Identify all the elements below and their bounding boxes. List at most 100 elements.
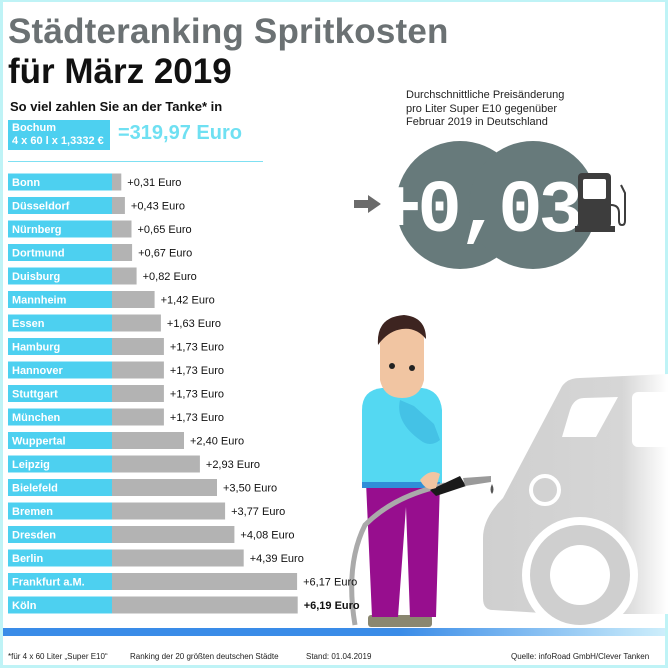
- category-bar: [8, 573, 112, 590]
- category-bar: [8, 197, 112, 214]
- category-label: Nürnberg: [12, 224, 62, 236]
- value-bar: [112, 361, 164, 379]
- base-formula: 4 x 60 l x 1,3332 €: [12, 135, 104, 147]
- value-bar: [112, 267, 137, 285]
- category-bar: [8, 267, 112, 285]
- price-change-note: Durchschnittliche Preisänderung pro Lite…: [406, 89, 564, 130]
- base-city-box: Bochum 4 x 60 l x 1,3332 €: [8, 120, 110, 150]
- category-label: Wuppertal: [12, 436, 66, 448]
- value-bar: [112, 220, 132, 238]
- value-label: +2,40 Euro: [190, 436, 244, 448]
- value-bar: [112, 291, 155, 308]
- category-bar: [8, 549, 112, 567]
- value-bar: [112, 502, 226, 520]
- car-illustration: [483, 374, 668, 633]
- bottom-accent-bar: [3, 628, 665, 636]
- value-label: +4,08 Euro: [240, 530, 294, 542]
- value-label: +1,73 Euro: [170, 342, 224, 354]
- value-label: +0,65 Euro: [138, 224, 192, 236]
- frame-bottom: [0, 665, 668, 668]
- man-illustration: [349, 315, 494, 627]
- category-bar: [8, 291, 112, 308]
- category-label: Frankfurt a.M.: [12, 577, 85, 589]
- category-bar: [8, 244, 112, 261]
- value-label: +0,43 Euro: [131, 201, 185, 213]
- category-label: Stuttgart: [12, 389, 58, 401]
- value-label: +3,50 Euro: [223, 483, 277, 495]
- category-label: Bonn: [12, 177, 40, 189]
- value-label: +1,42 Euro: [161, 295, 215, 307]
- value-bar: [112, 455, 200, 473]
- value-label: +0,67 Euro: [138, 248, 192, 260]
- category-bar: [8, 361, 112, 379]
- value-label: +1,73 Euro: [170, 389, 224, 401]
- category-label: Bremen: [12, 506, 53, 518]
- price-change-value: +0,03: [377, 170, 580, 254]
- category-bar: [8, 385, 112, 402]
- category-label: Duisburg: [12, 271, 60, 283]
- note-line: pro Liter Super E10 gegenüber: [406, 102, 558, 115]
- frame-top: [0, 0, 668, 2]
- price-change-display: +0,03: [377, 141, 597, 269]
- category-bar: [8, 502, 112, 520]
- category-bar: [8, 432, 112, 449]
- ranking-note: Ranking der 20 größten deutschen Städte: [130, 652, 279, 661]
- footnote: *für 4 x 60 Liter „Super E10“: [8, 652, 108, 661]
- value-bar: [112, 526, 235, 543]
- value-bar: [112, 479, 217, 496]
- base-total: =319,97 Euro: [118, 122, 242, 144]
- value-bar: [112, 197, 125, 214]
- frame-right: [665, 0, 668, 668]
- source-note: Quelle: infoRoad GmbH/Clever Tanken: [511, 652, 650, 661]
- category-label: Mannheim: [12, 295, 67, 307]
- category-bar: [8, 526, 112, 543]
- category-label: Essen: [12, 318, 45, 330]
- value-label: +6,17 Euro: [303, 577, 357, 589]
- category-bar: [8, 596, 112, 614]
- value-bar: [112, 596, 298, 614]
- date-note: Stand: 01.04.2019: [306, 652, 372, 661]
- category-bar: [8, 314, 112, 332]
- value-label: +1,73 Euro: [170, 412, 224, 424]
- category-label: Dresden: [12, 530, 56, 542]
- category-label: Leipzig: [12, 459, 50, 471]
- category-label: Bielefeld: [12, 483, 58, 495]
- value-bar: [112, 573, 298, 590]
- base-city: Bochum: [12, 122, 56, 134]
- subtitle: So viel zahlen Sie an der Tanke* in: [10, 99, 223, 114]
- note-line: Durchschnittliche Preisänderung: [406, 89, 565, 101]
- value-label: +6,19 Euro: [304, 600, 360, 612]
- category-label: Dortmund: [12, 248, 65, 260]
- note-line: Februar 2019 in Deutschland: [406, 116, 548, 128]
- arrow-right-icon: [354, 195, 381, 213]
- value-bar: [112, 432, 184, 449]
- title-line1: Städteranking Spritkosten: [8, 12, 449, 51]
- category-label: Düsseldorf: [12, 201, 70, 213]
- divider: [8, 161, 263, 162]
- value-bar: [112, 314, 161, 332]
- value-label: +1,63 Euro: [167, 318, 221, 330]
- value-label: +0,82 Euro: [143, 271, 197, 283]
- value-bar: [112, 408, 164, 426]
- value-bar: [112, 338, 164, 355]
- frame-left: [0, 0, 3, 668]
- category-bar: [8, 173, 112, 191]
- category-label: Berlin: [12, 553, 43, 565]
- value-bar: [112, 385, 164, 402]
- category-bar: [8, 220, 112, 238]
- value-label: +4,39 Euro: [250, 553, 304, 565]
- value-bar: [112, 244, 133, 261]
- category-bar: [8, 338, 112, 355]
- value-label: +1,73 Euro: [170, 365, 224, 377]
- value-label: +2,93 Euro: [206, 459, 260, 471]
- title-line2: für März 2019: [8, 52, 232, 91]
- category-bar: [8, 408, 112, 426]
- category-label: München: [12, 412, 61, 424]
- category-bar: [8, 455, 112, 473]
- category-label: Köln: [12, 600, 37, 612]
- value-label: +0,31 Euro: [127, 177, 181, 189]
- value-bar: [112, 549, 244, 567]
- fuel-pump-icon: [575, 173, 626, 232]
